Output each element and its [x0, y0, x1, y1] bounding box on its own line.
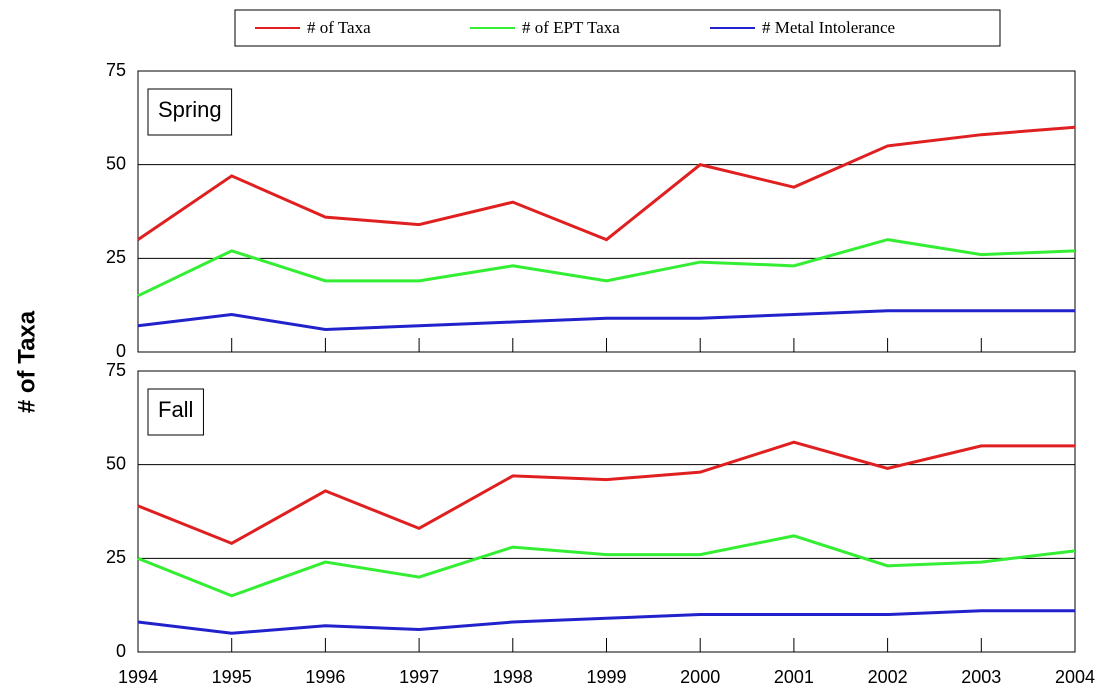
y-tick-label: 75: [106, 60, 126, 80]
panel-label-box: [147, 388, 204, 436]
y-tick-label: 75: [106, 360, 126, 380]
y-axis-title: # of Taxa: [13, 310, 40, 413]
panel-label: Fall: [158, 397, 193, 422]
x-tick-label: 2004: [1055, 667, 1095, 687]
x-tick-label: 2002: [868, 667, 908, 687]
series-line: [137, 125, 1076, 242]
y-tick-label: 50: [106, 153, 126, 173]
series-line: [137, 609, 1075, 635]
x-tick-label: 2003: [961, 667, 1001, 687]
y-tick-label: 0: [116, 641, 126, 661]
x-tick-label: 1999: [586, 667, 626, 687]
series-line: [137, 309, 1075, 332]
y-tick-label: 0: [116, 341, 126, 361]
legend-label: # of EPT Taxa: [522, 18, 620, 37]
legend-box: [234, 9, 1001, 47]
series-line: [137, 534, 1076, 598]
legend-label: # of Taxa: [307, 18, 371, 37]
y-tick-label: 25: [106, 247, 126, 267]
x-tick-label: 1998: [493, 667, 533, 687]
series-line: [137, 440, 1075, 546]
x-tick-label: 2000: [680, 667, 720, 687]
x-tick-label: 1994: [118, 667, 158, 687]
series-line: [137, 238, 1076, 298]
x-tick-label: 1995: [212, 667, 252, 687]
legend-label: # Metal Intolerance: [762, 18, 895, 37]
plot-frame: [137, 370, 1076, 653]
panel-label-box: [147, 88, 233, 136]
panel-label: Spring: [158, 97, 222, 122]
x-tick-label: 1997: [399, 667, 439, 687]
y-tick-label: 25: [106, 547, 126, 567]
y-tick-label: 50: [106, 453, 126, 473]
x-tick-label: 1996: [305, 667, 345, 687]
x-tick-label: 2001: [774, 667, 814, 687]
